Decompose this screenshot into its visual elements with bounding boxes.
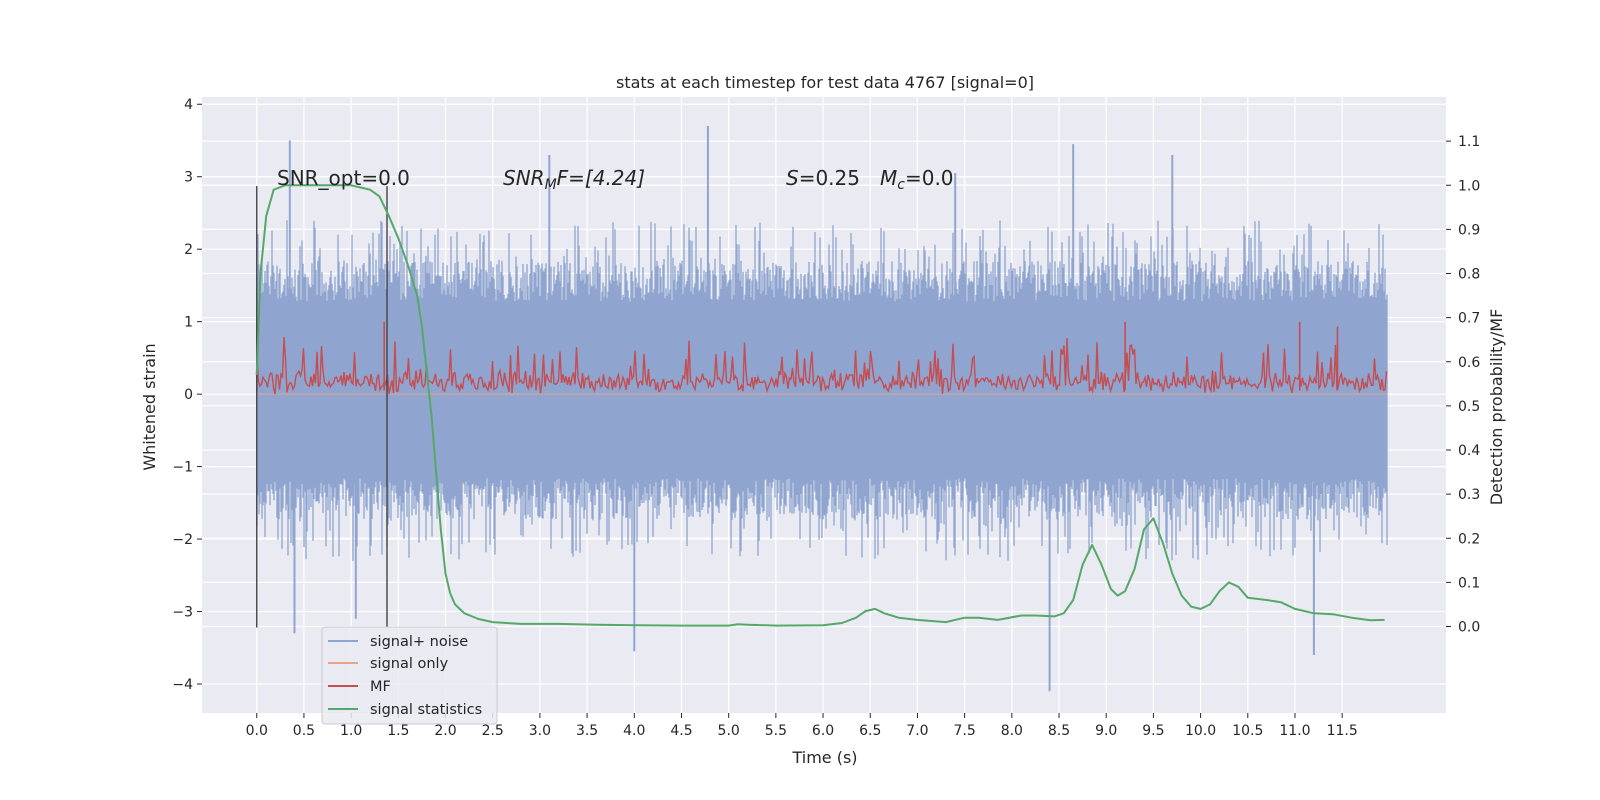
y-tick-label: −2 <box>172 532 193 548</box>
y-tick-label: 1 <box>184 315 193 331</box>
y2-tick-label: 1.1 <box>1458 134 1480 150</box>
x-tick-label: 1.5 <box>387 723 409 739</box>
y2-tick-label: 0.3 <box>1458 487 1480 503</box>
y-axis-left: 4 3 2 1 0 −1 −2 −3 −4 <box>172 97 202 693</box>
noise-spikes <box>288 126 1315 692</box>
x-tick-label: 0.5 <box>293 723 315 739</box>
chart-title: stats at each timestep for test data 476… <box>616 73 1034 92</box>
x-tick-label: 1.0 <box>340 723 362 739</box>
annotation-snr-mf: SNRMF=[4.24] <box>503 166 645 193</box>
x-tick-label: 4.0 <box>623 723 645 739</box>
y-tick-label: −4 <box>172 677 193 693</box>
x-tick-label: 10.0 <box>1185 723 1216 739</box>
x-tick-label: 11.5 <box>1327 723 1358 739</box>
x-tick-label: 9.5 <box>1142 723 1164 739</box>
x-tick-label: 8.5 <box>1048 723 1070 739</box>
y2-tick-label: 0.5 <box>1458 399 1480 415</box>
y2-axis-title: Detection probability/MF <box>1487 309 1506 506</box>
legend-label-noise: signal+ noise <box>370 634 468 650</box>
x-tick-label: 3.0 <box>529 723 551 739</box>
x-axis: 0.0 0.5 1.0 1.5 2.0 2.5 3.0 3.5 4.0 4.5 5.0 5.5 6.0 6… <box>246 713 1358 739</box>
y-tick-label: 3 <box>184 170 193 186</box>
y2-tick-label: 0.6 <box>1458 355 1480 371</box>
x-tick-label: 11.0 <box>1279 723 1310 739</box>
x-tick-label: 2.0 <box>434 723 456 739</box>
x-tick-label: 6.5 <box>859 723 881 739</box>
x-axis-title: Time (s) <box>791 748 857 767</box>
y-tick-label: −1 <box>172 460 193 476</box>
y2-tick-label: 0.8 <box>1458 267 1480 283</box>
x-tick-label: 5.5 <box>765 723 787 739</box>
y-axis-right: 1.1 1.0 0.9 0.8 0.7 0.6 0.5 0.4 0.3 0.2 0.1 0.0 <box>1446 134 1480 636</box>
legend-frame <box>321 626 498 725</box>
y-tick-label: 2 <box>184 242 193 258</box>
mf-trace <box>256 337 1388 395</box>
y2-tick-label: 0.9 <box>1458 222 1480 238</box>
annotation-mc: Mc=0.0 <box>880 166 954 193</box>
y-tick-label: −3 <box>172 605 193 621</box>
annotation-snr-opt: SNR_opt=0.0 <box>277 166 410 190</box>
mf-series <box>256 322 1388 395</box>
x-tick-label: 0.0 <box>246 723 268 739</box>
annotation-s: S=0.25 <box>786 166 860 190</box>
y-axis-title: Whitened strain <box>140 343 159 470</box>
y-tick-label: 0 <box>184 387 193 403</box>
x-tick-label: 9.0 <box>1095 723 1117 739</box>
legend-label-signal: signal only <box>370 656 449 672</box>
y2-tick-label: 0.0 <box>1458 620 1480 636</box>
y2-tick-label: 0.7 <box>1458 311 1480 327</box>
x-tick-label: 6.0 <box>812 723 834 739</box>
statistics-series <box>255 184 1385 627</box>
x-tick-label: 3.5 <box>576 723 598 739</box>
legend-label-mf: MF <box>370 679 391 695</box>
x-tick-label: 7.0 <box>906 723 928 739</box>
y2-tick-label: 0.1 <box>1458 575 1480 591</box>
y2-tick-label: 0.2 <box>1458 531 1480 547</box>
legend: signal+ noise signal only MF signal stat… <box>321 626 498 725</box>
y-tick-label: 4 <box>184 97 193 113</box>
x-tick-label: 10.5 <box>1232 723 1263 739</box>
legend-label-stat: signal statistics <box>370 702 482 718</box>
x-tick-label: 5.0 <box>718 723 740 739</box>
statistics-curve <box>255 184 1385 627</box>
x-tick-label: 7.5 <box>954 723 976 739</box>
x-tick-label: 2.5 <box>482 723 504 739</box>
mf-spikes <box>383 322 1339 391</box>
y2-tick-label: 0.4 <box>1458 443 1480 459</box>
y2-tick-label: 1.0 <box>1458 178 1480 194</box>
x-tick-label: 8.0 <box>1001 723 1023 739</box>
x-tick-label: 4.5 <box>670 723 692 739</box>
markers <box>256 186 388 628</box>
